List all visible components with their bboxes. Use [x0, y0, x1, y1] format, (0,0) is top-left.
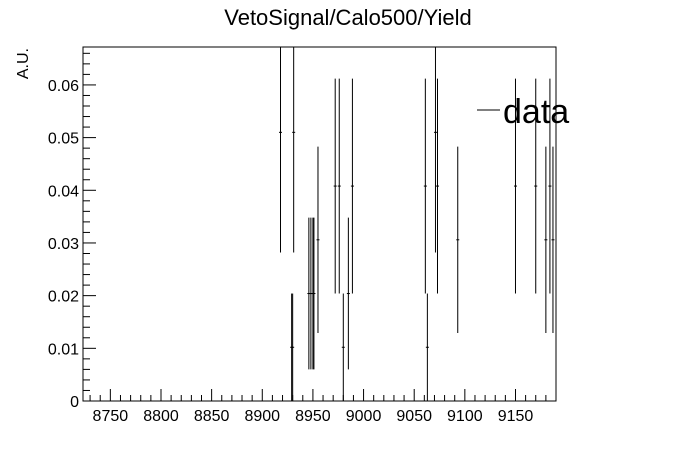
x-tick-label: 8850: [194, 408, 230, 425]
x-tick-label: 9150: [498, 408, 534, 425]
y-tick-label: 0.03: [48, 236, 79, 253]
y-axis-label: A.U.: [15, 48, 32, 79]
plot-frame: [82, 46, 557, 402]
x-tick-label: 9000: [346, 408, 382, 425]
x-tick-label: 9050: [396, 408, 432, 425]
y-tick-label: 0.05: [48, 131, 79, 148]
y-tick-label: 0: [70, 394, 79, 411]
x-tick-label: 8900: [244, 408, 280, 425]
y-tick-label: 0.04: [48, 183, 79, 200]
data-series: [279, 47, 555, 401]
x-tick-label: 8800: [143, 408, 179, 425]
chart-title: VetoSignal/Calo500/Yield: [224, 5, 471, 30]
x-tick-label: 9100: [447, 408, 483, 425]
plot-area: [82, 46, 557, 402]
x-tick-label: 8750: [93, 408, 129, 425]
y-axis: 0 0.01 0.02 0.03 0.04 0.05 0.06: [48, 52, 96, 411]
y-tick-label: 0.06: [48, 78, 79, 95]
y-tick-label: 0.02: [48, 289, 79, 306]
legend: data: [477, 93, 569, 131]
legend-entry-data: data: [503, 93, 569, 131]
y-tick-label: 0.01: [48, 341, 79, 358]
x-tick-label: 8950: [295, 408, 331, 425]
x-axis: 8750 8800 8850 8900 8950 9000 9050 9100 9150: [89, 389, 557, 425]
